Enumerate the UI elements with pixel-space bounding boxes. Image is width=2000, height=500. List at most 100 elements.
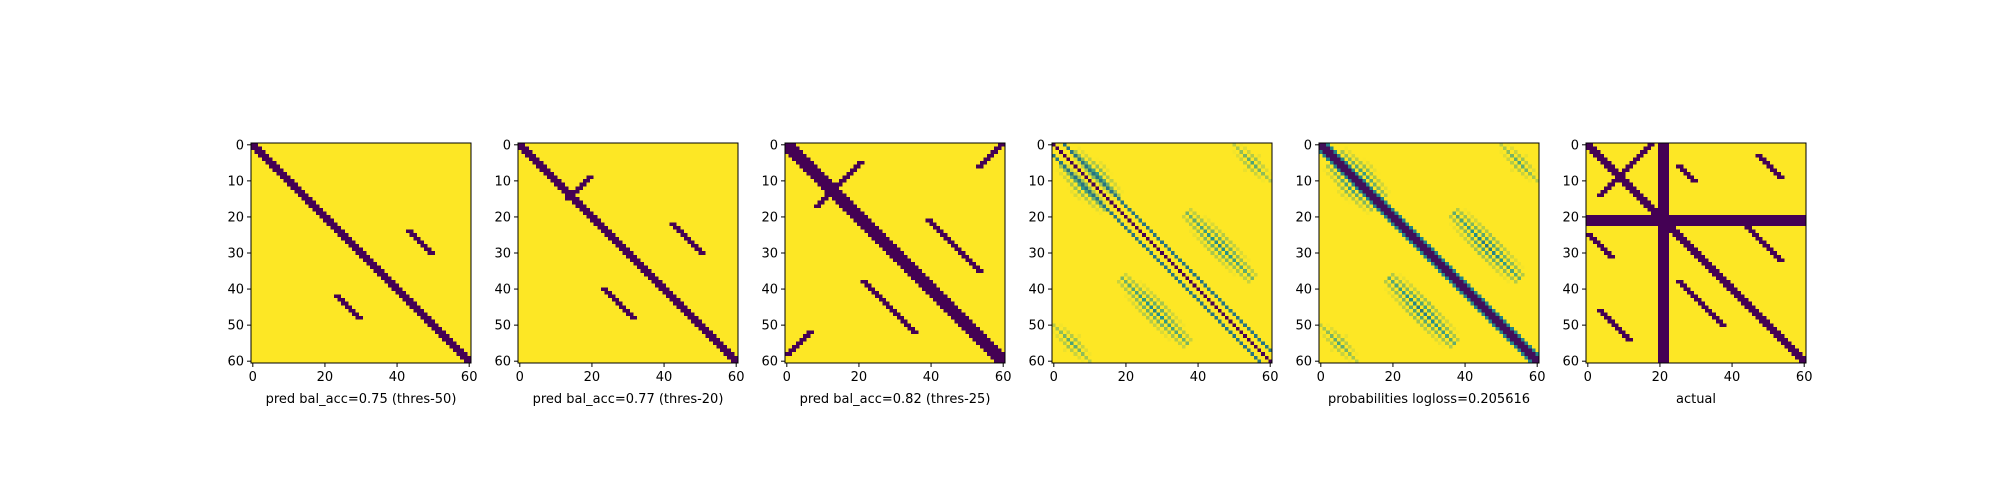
- heatmap-cell: [406, 316, 410, 321]
- heatmap-cell: [579, 207, 584, 212]
- heatmap-cell: [452, 348, 457, 353]
- heatmap-cell: [640, 153, 645, 158]
- heatmap-cell: [416, 204, 421, 209]
- heatmap-cell: [348, 305, 353, 310]
- heatmap-cell: [323, 175, 328, 180]
- heatmap-cell: [568, 150, 573, 155]
- heatmap-cell: [550, 204, 555, 209]
- heatmap-cell: [366, 290, 371, 295]
- heatmap-cell: [525, 157, 530, 162]
- heatmap-cell: [294, 247, 299, 252]
- heatmap-cell: [355, 262, 360, 266]
- heatmap-cell: [362, 146, 367, 151]
- heatmap-cell: [456, 280, 461, 284]
- heatmap-cell: [258, 262, 263, 266]
- heatmap-cell: [424, 215, 429, 220]
- heatmap-cell: [301, 330, 306, 335]
- heatmap-cell: [265, 308, 270, 313]
- heatmap-cell: [452, 157, 457, 162]
- heatmap-cell: [269, 197, 273, 202]
- heatmap-cell: [337, 236, 342, 241]
- heatmap-cell: [730, 146, 735, 151]
- heatmap-cell: [536, 200, 540, 205]
- heatmap-cell: [460, 179, 465, 183]
- heatmap-cell: [431, 164, 436, 169]
- heatmap-cell: [597, 193, 602, 198]
- heatmap-cell: [406, 193, 410, 198]
- heatmap-cell: [359, 305, 364, 310]
- heatmap-cell: [539, 150, 544, 155]
- heatmap-cell: [449, 272, 454, 277]
- heatmap-cell: [460, 258, 465, 263]
- heatmap-cell: [438, 316, 443, 321]
- heatmap-cell: [647, 168, 652, 173]
- heatmap-cell: [337, 337, 342, 342]
- heatmap-cell: [528, 150, 533, 155]
- heatmap-cell: [319, 305, 324, 310]
- heatmap-cell: [297, 161, 302, 165]
- heatmap-cell: [388, 334, 392, 339]
- heatmap-cell: [308, 218, 313, 223]
- heatmap-cell: [536, 150, 540, 155]
- heatmap-cell: [391, 182, 396, 187]
- heatmap-cell: [550, 207, 555, 212]
- heatmap-cell: [333, 305, 338, 310]
- heatmap-cell: [294, 355, 299, 360]
- heatmap-cell: [572, 204, 577, 209]
- heatmap-cell: [528, 215, 533, 220]
- heatmap-cell: [402, 175, 407, 180]
- heatmap-cell: [323, 323, 328, 328]
- heatmap-cell: [355, 146, 360, 151]
- heatmap-cell: [341, 218, 346, 223]
- heatmap-cell: [366, 330, 371, 335]
- heatmap-cell: [323, 290, 328, 295]
- heatmap-cell: [290, 326, 295, 331]
- heatmap-cell: [452, 153, 457, 158]
- heatmap-cell: [626, 197, 631, 202]
- heatmap-cell: [449, 247, 454, 252]
- heatmap-cell: [434, 186, 439, 191]
- heatmap-cell: [362, 182, 367, 187]
- heatmap-cell: [333, 243, 338, 248]
- heatmap-cell: [460, 197, 465, 202]
- x-tick-label: 40: [389, 370, 406, 385]
- heatmap-cell: [330, 247, 335, 252]
- heatmap-cell: [463, 251, 468, 256]
- heatmap-cell: [434, 308, 439, 313]
- heatmap-cell: [359, 189, 364, 194]
- heatmap-cell: [694, 175, 699, 180]
- heatmap-cell: [308, 312, 313, 317]
- heatmap-cell: [333, 211, 338, 216]
- heatmap-cell: [290, 182, 295, 187]
- heatmap-cell: [409, 247, 414, 252]
- heatmap-cell: [600, 168, 605, 173]
- heatmap-cell: [655, 164, 659, 169]
- heatmap-cell: [420, 179, 425, 183]
- heatmap-cell: [373, 229, 378, 234]
- heatmap-cell: [452, 330, 457, 335]
- heatmap-cell: [406, 225, 410, 230]
- heatmap-cell: [452, 204, 457, 209]
- heatmap-cell: [719, 207, 724, 212]
- heatmap-cell: [709, 146, 714, 151]
- heatmap-cell: [597, 200, 602, 205]
- heatmap-cell: [323, 265, 328, 270]
- heatmap-cell: [467, 262, 472, 266]
- heatmap-cell: [251, 301, 255, 306]
- heatmap-cell: [312, 280, 317, 284]
- heatmap-cell: [395, 305, 400, 310]
- heatmap-cell: [626, 204, 631, 209]
- heatmap-cell: [333, 186, 338, 191]
- heatmap-cell: [312, 207, 317, 212]
- heatmap-cell: [409, 157, 414, 162]
- heatmap-cell: [420, 225, 425, 230]
- heatmap-cell: [366, 262, 371, 266]
- heatmap-cell: [287, 312, 291, 317]
- heatmap-cell: [254, 258, 259, 263]
- heatmap-cell: [294, 319, 299, 324]
- heatmap-cell: [258, 150, 263, 155]
- heatmap-cell: [701, 161, 706, 165]
- heatmap-cell: [370, 294, 374, 299]
- heatmap-cell: [377, 236, 382, 241]
- heatmap-cell: [655, 211, 659, 216]
